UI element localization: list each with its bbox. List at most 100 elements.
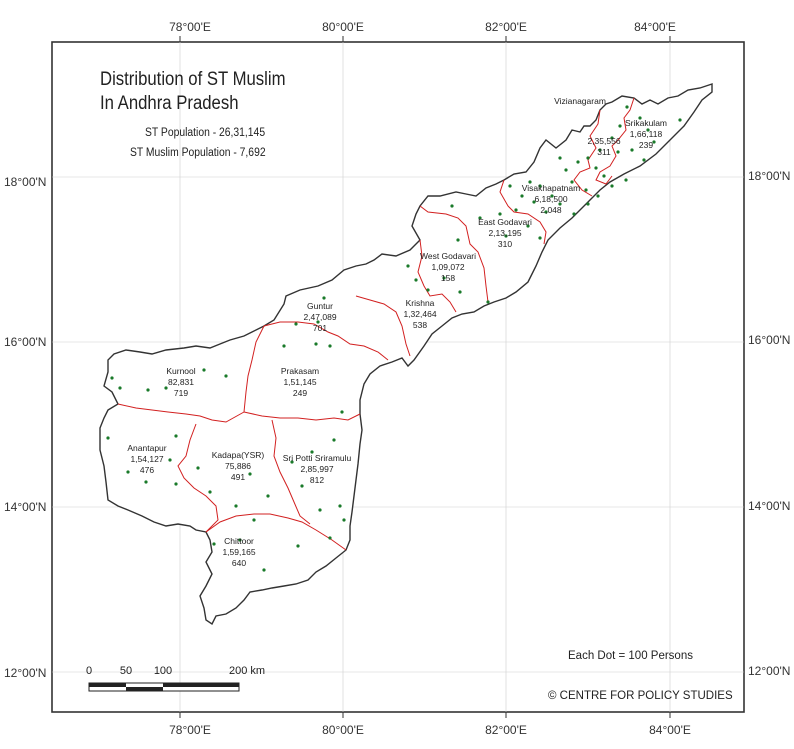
- population-dot: [316, 320, 320, 324]
- population-dot: [572, 212, 576, 216]
- population-dot: [318, 508, 322, 512]
- district-label-krishna-0: Krishna: [406, 298, 435, 308]
- scale-label-50: 50: [120, 665, 132, 677]
- population-dot: [602, 174, 606, 178]
- population-dot: [234, 504, 238, 508]
- population-dot: [252, 518, 256, 522]
- district-label-visakhapatnam-1: 6,18,500: [534, 194, 567, 204]
- district-label-west-godavari-2: 158: [441, 273, 455, 283]
- district-label-krishna-2: 538: [413, 320, 427, 330]
- population-dot: [238, 538, 242, 542]
- population-dot: [624, 178, 628, 182]
- population-dot: [598, 148, 602, 152]
- population-dots: [106, 105, 682, 572]
- population-dot: [584, 188, 588, 192]
- population-dot: [314, 342, 318, 346]
- district-label-krishna-1: 1,32,464: [403, 309, 436, 319]
- population-dot: [262, 568, 266, 572]
- population-dot: [106, 436, 110, 440]
- population-dot: [174, 434, 178, 438]
- population-dot: [426, 288, 430, 292]
- district-label-srikakulam-2: 239: [639, 140, 653, 150]
- population-dot: [526, 224, 530, 228]
- population-dot: [576, 160, 580, 164]
- population-dot: [208, 490, 212, 494]
- scale-label-200: 200 km: [229, 665, 265, 677]
- district-label-vizianagaram-0: Vizianagaram: [554, 96, 606, 106]
- population-dot: [146, 388, 150, 392]
- district-label-anantapur-1: 1,54,127: [130, 454, 163, 464]
- district-label-srikakulam-0: Srikakulam: [625, 118, 667, 128]
- district-label-prakasam-2: 249: [293, 388, 307, 398]
- lat-tick-right-18: 18°00'N: [748, 169, 790, 183]
- district-label-guntur-2: 701: [313, 323, 327, 333]
- lat-tick-right-16: 16°00'N: [748, 333, 790, 347]
- population-dot: [610, 136, 614, 140]
- population-dot: [616, 150, 620, 154]
- district-label-visakhapatnam-2: 2,048: [540, 205, 562, 215]
- lat-tick-right-12: 12°00'N: [748, 664, 790, 678]
- population-dot: [196, 466, 200, 470]
- population-dot: [332, 438, 336, 442]
- population-dot: [478, 216, 482, 220]
- district-label-srikakulam-1: 1,66,118: [630, 129, 663, 139]
- st-muslim-population-text: ST Muslim Population - 7,692: [130, 147, 266, 159]
- population-dot: [508, 184, 512, 188]
- map-title: Distribution of ST Muslim In Andhra Prad…: [100, 68, 286, 116]
- population-dot: [586, 202, 590, 206]
- population-dot: [328, 536, 332, 540]
- population-dot: [414, 278, 418, 282]
- lon-tick-bottom-78: 78°00'E: [169, 723, 211, 737]
- district-label-east-godavari-2: 310: [498, 239, 512, 249]
- district-label-west-godavari-1: 1,09,072: [431, 262, 464, 272]
- district-label-kurnool-0: Kurnool: [166, 366, 195, 376]
- district-label-chittoor-0: Chittoor: [224, 536, 254, 546]
- population-dot: [118, 386, 122, 390]
- population-dot: [544, 210, 548, 214]
- map-title-line2: In Andhra Pradesh: [100, 93, 239, 114]
- population-dot: [642, 158, 646, 162]
- graticule: [52, 42, 744, 712]
- population-dot: [504, 234, 508, 238]
- population-dot: [300, 484, 304, 488]
- population-dot: [212, 542, 216, 546]
- population-dot: [174, 482, 178, 486]
- lat-tick-left-18: 18°00'N: [4, 175, 46, 189]
- population-dot: [570, 180, 574, 184]
- lon-tick-top-80: 80°00'E: [322, 20, 364, 34]
- population-dot: [126, 470, 130, 474]
- population-dot: [296, 544, 300, 548]
- lon-tick-top-82: 82°00'E: [485, 20, 527, 34]
- population-dot: [630, 148, 634, 152]
- population-dot: [202, 368, 206, 372]
- lon-tick-bottom-84: 84°00'E: [649, 723, 691, 737]
- population-dot: [498, 212, 502, 216]
- population-dot: [110, 376, 114, 380]
- district-label-kurnool-1: 82,831: [168, 377, 194, 387]
- population-dot: [290, 460, 294, 464]
- population-dot: [340, 410, 344, 414]
- scale-label-100: 100: [154, 665, 172, 677]
- population-dot: [248, 472, 252, 476]
- population-dot: [678, 118, 682, 122]
- district-label-nellore-2: 812: [310, 475, 324, 485]
- lat-tick-left-12: 12°00'N: [4, 666, 46, 680]
- population-dot: [558, 156, 562, 160]
- st-population-text: ST Population - 26,31,145: [145, 127, 266, 139]
- district-label-chittoor-2: 640: [232, 558, 246, 568]
- district-label-guntur-1: 2,47,089: [303, 312, 336, 322]
- lat-tick-left-14: 14°00'N: [4, 500, 46, 514]
- district-label-vizianagaram-vals-0: 2,35,556: [587, 136, 620, 146]
- lat-tick-right-14: 14°00'N: [748, 499, 790, 513]
- population-dot: [168, 458, 172, 462]
- lon-tick-bottom-82: 82°00'E: [485, 723, 527, 737]
- population-dot: [596, 194, 600, 198]
- population-dot: [342, 518, 346, 522]
- lon-tick-bottom-80: 80°00'E: [322, 723, 364, 737]
- population-dot: [514, 208, 518, 212]
- district-label-kadapa-2: 491: [231, 472, 245, 482]
- credit-text: © CENTRE FOR POLICY STUDIES: [548, 690, 733, 702]
- district-label-chittoor-1: 1,59,165: [222, 547, 255, 557]
